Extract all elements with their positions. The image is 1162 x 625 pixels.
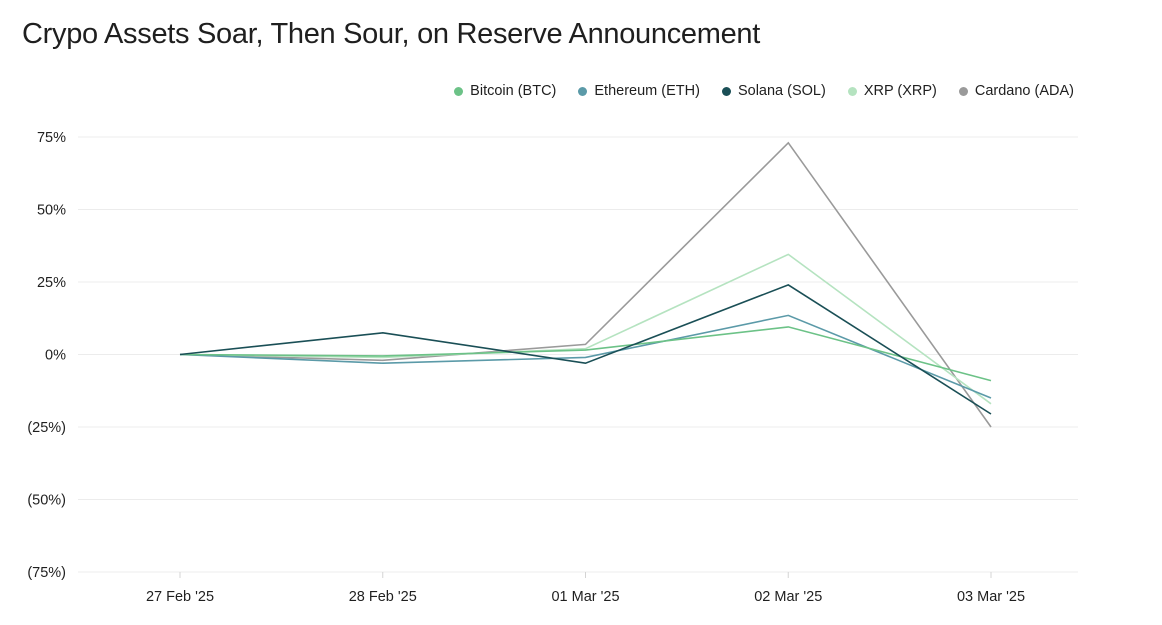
data-point-2-3[interactable] [786,283,790,287]
data-point-0-4[interactable] [989,379,993,383]
series-line-ethereum-eth[interactable] [179,314,992,399]
x-tick-label-4: 03 Mar '25 [957,589,1025,605]
legend-label-ethereum: Ethereum (ETH) [594,83,700,99]
y-tick-label-4: (25%) [27,420,66,436]
data-point-3-3[interactable] [786,252,790,256]
data-point-4-4[interactable] [989,425,993,429]
series-line-solana-sol[interactable] [179,284,992,415]
y-tick-label-2: 25% [37,275,66,291]
y-tick-label-1: 50% [37,203,66,219]
legend-label-bitcoin: Bitcoin (BTC) [470,83,557,99]
x-tick-label-2: 01 Mar '25 [551,589,619,605]
series-line-xrp-xrp[interactable] [179,253,992,405]
legend-dot-bitcoin [454,86,464,96]
data-point-4-3[interactable] [786,141,790,145]
legend-item-ethereum[interactable]: Ethereum (ETH) [578,83,700,99]
data-point-1-3[interactable] [786,313,790,317]
data-point-2-0[interactable] [178,353,182,357]
data-point-0-2[interactable] [584,348,588,352]
data-point-3-4[interactable] [989,402,993,406]
legend-dot-solana [721,86,731,96]
data-point-0-1[interactable] [381,354,385,358]
legend-dot-ethereum [578,86,588,96]
legend-item-bitcoin[interactable]: Bitcoin (BTC) [454,83,556,99]
data-point-1-2[interactable] [584,355,588,359]
y-tick-label-3: 0% [45,348,66,364]
y-tick-label-6: (75%) [27,565,66,581]
y-tick-label-0: 75% [37,130,66,146]
data-point-2-1[interactable] [381,331,385,335]
legend-item-solana[interactable]: Solana (SOL) [721,83,826,99]
data-point-4-2[interactable] [584,342,588,346]
legend-label-cardano: Cardano (ADA) [974,83,1074,99]
data-point-1-4[interactable] [989,396,993,400]
x-axis-ticks: 27 Feb '25 28 Feb '25 01 Mar '25 02 Mar '25… [146,572,1025,605]
series-line-cardano-ada[interactable] [179,141,992,428]
chart-title: Crypo Assets Soar, Then Sour, on Reserve… [22,18,761,50]
data-point-0-3[interactable] [786,325,790,329]
data-point-2-4[interactable] [989,412,993,416]
y-axis-ticks: 75% 50% 25% 0% (25%) (50%) (75%) [27,130,66,581]
x-tick-label-3: 02 Mar '25 [754,589,822,605]
data-point-1-1[interactable] [381,361,385,365]
y-tick-label-5: (50%) [27,493,66,509]
legend: Bitcoin (BTC) Ethereum (ETH) Solana (SOL… [454,83,1074,99]
x-tick-label-1: 28 Feb '25 [349,589,417,605]
legend-dot-cardano [958,86,968,96]
series-line-bitcoin-btc[interactable] [179,326,992,382]
legend-item-cardano[interactable]: Cardano (ADA) [958,83,1074,99]
legend-dot-xrp [847,86,857,96]
legend-item-xrp[interactable]: XRP (XRP) [847,83,937,99]
legend-label-xrp: XRP (XRP) [863,83,937,99]
legend-label-solana: Solana (SOL) [737,83,826,99]
x-tick-label-0: 27 Feb '25 [146,589,214,605]
series-lines [178,141,993,429]
data-point-2-2[interactable] [584,361,588,365]
